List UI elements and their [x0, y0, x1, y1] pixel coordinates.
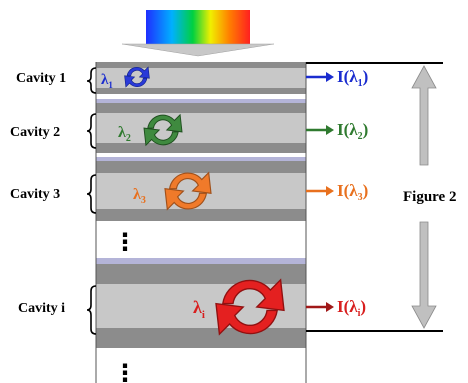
ellipsis-upper: ⋮: [113, 228, 137, 256]
figure-extent-bracket: [306, 62, 443, 332]
output-1-label: I(λ1): [337, 67, 368, 89]
cavity-1-label: Cavity 1: [16, 71, 66, 86]
circular-arrows-icon: [164, 171, 212, 211]
cavity-3-label: Cavity 3: [10, 187, 60, 202]
cavity-i-label: Cavity i: [18, 301, 65, 316]
circular-arrows-icon: [124, 66, 150, 88]
layer-stack: [95, 62, 307, 383]
figure-label: Figure 2: [403, 189, 456, 205]
lambda-2-label: λ2: [118, 124, 131, 144]
brace-icon: [86, 174, 97, 214]
lambda-i-label: λi: [193, 297, 205, 321]
brace-icons: [86, 67, 97, 335]
brace-icon: [86, 285, 97, 335]
output-3-label: I(λ3): [337, 181, 368, 203]
output-i-label: I(λi): [337, 297, 366, 319]
lambda-3-label: λ3: [133, 186, 146, 206]
circular-arrows-icon: [215, 278, 285, 336]
brace-icon: [86, 67, 97, 94]
brace-icon: [86, 113, 97, 149]
incident-spectrum-arrow: [121, 10, 275, 57]
output-2-label: I(λ2): [337, 120, 368, 142]
circular-arrows-icon: [143, 113, 183, 147]
cavity-2-label: Cavity 2: [10, 125, 60, 140]
output-arrows: [306, 72, 334, 312]
ellipsis-lower: ⋮: [113, 359, 137, 383]
lambda-1-label: λ1: [101, 72, 113, 90]
